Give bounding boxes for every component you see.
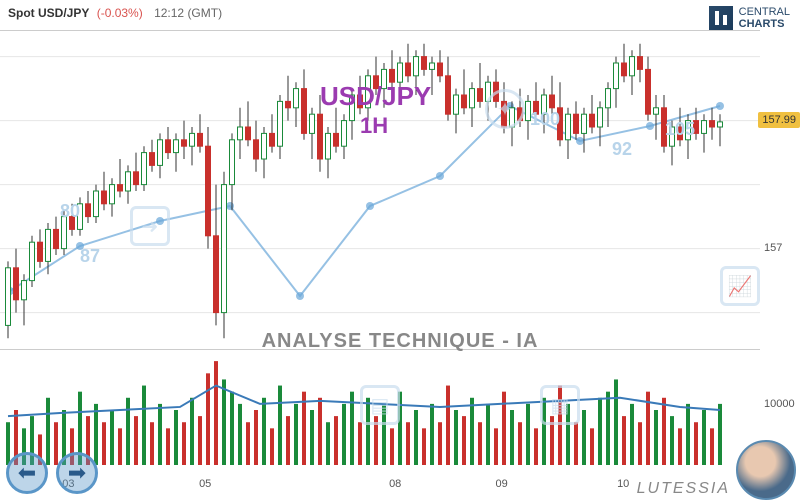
chart-header: Spot USD/JPY (-0.03%) 12:12 (GMT) — [8, 6, 222, 20]
watermark-pair: USD/JPY — [320, 81, 431, 112]
price-axis: 157 — [760, 30, 800, 350]
logo-icon — [709, 6, 733, 30]
watermark-compass-icon: ✦ — [485, 89, 525, 129]
change-label: (-0.03%) — [97, 6, 143, 20]
watermark-number: 80 — [60, 201, 80, 222]
watermark-chart-icon: 📈 — [720, 266, 760, 306]
logo-text: CENTRALCHARTS — [739, 6, 790, 30]
watermark-subtitle: ANALYSE TECHNIQUE - IA — [0, 330, 800, 353]
watermark-number: 100 — [530, 109, 560, 130]
watermark-number: 92 — [612, 139, 632, 160]
nav-next-button[interactable]: ➡ — [56, 452, 98, 494]
footer-brand: LUTESSIA — [637, 480, 730, 498]
watermark-note-icon: ▦ — [540, 385, 580, 425]
watermark-number: 105 — [665, 119, 695, 140]
assistant-avatar[interactable] — [736, 440, 796, 500]
current-price-tag: 157.99 — [758, 112, 800, 128]
provider-logo: CENTRALCHARTS — [709, 6, 790, 30]
price-chart[interactable]: USD/JPY 1H ➜ ✦ 📈 80 87 100 92 105 — [0, 30, 760, 350]
watermark-arrow-icon: ➜ — [130, 206, 170, 246]
watermark-timeframe: 1H — [360, 113, 388, 139]
nav-prev-button[interactable]: ⬅ — [6, 452, 48, 494]
symbol-label: Spot USD/JPY — [8, 6, 89, 20]
watermark-doc-icon: ▤ — [360, 385, 400, 425]
volume-chart[interactable]: ▤ ▦ — [0, 355, 760, 465]
watermark-number: 87 — [80, 246, 100, 267]
time-label: 12:12 (GMT) — [154, 6, 222, 20]
